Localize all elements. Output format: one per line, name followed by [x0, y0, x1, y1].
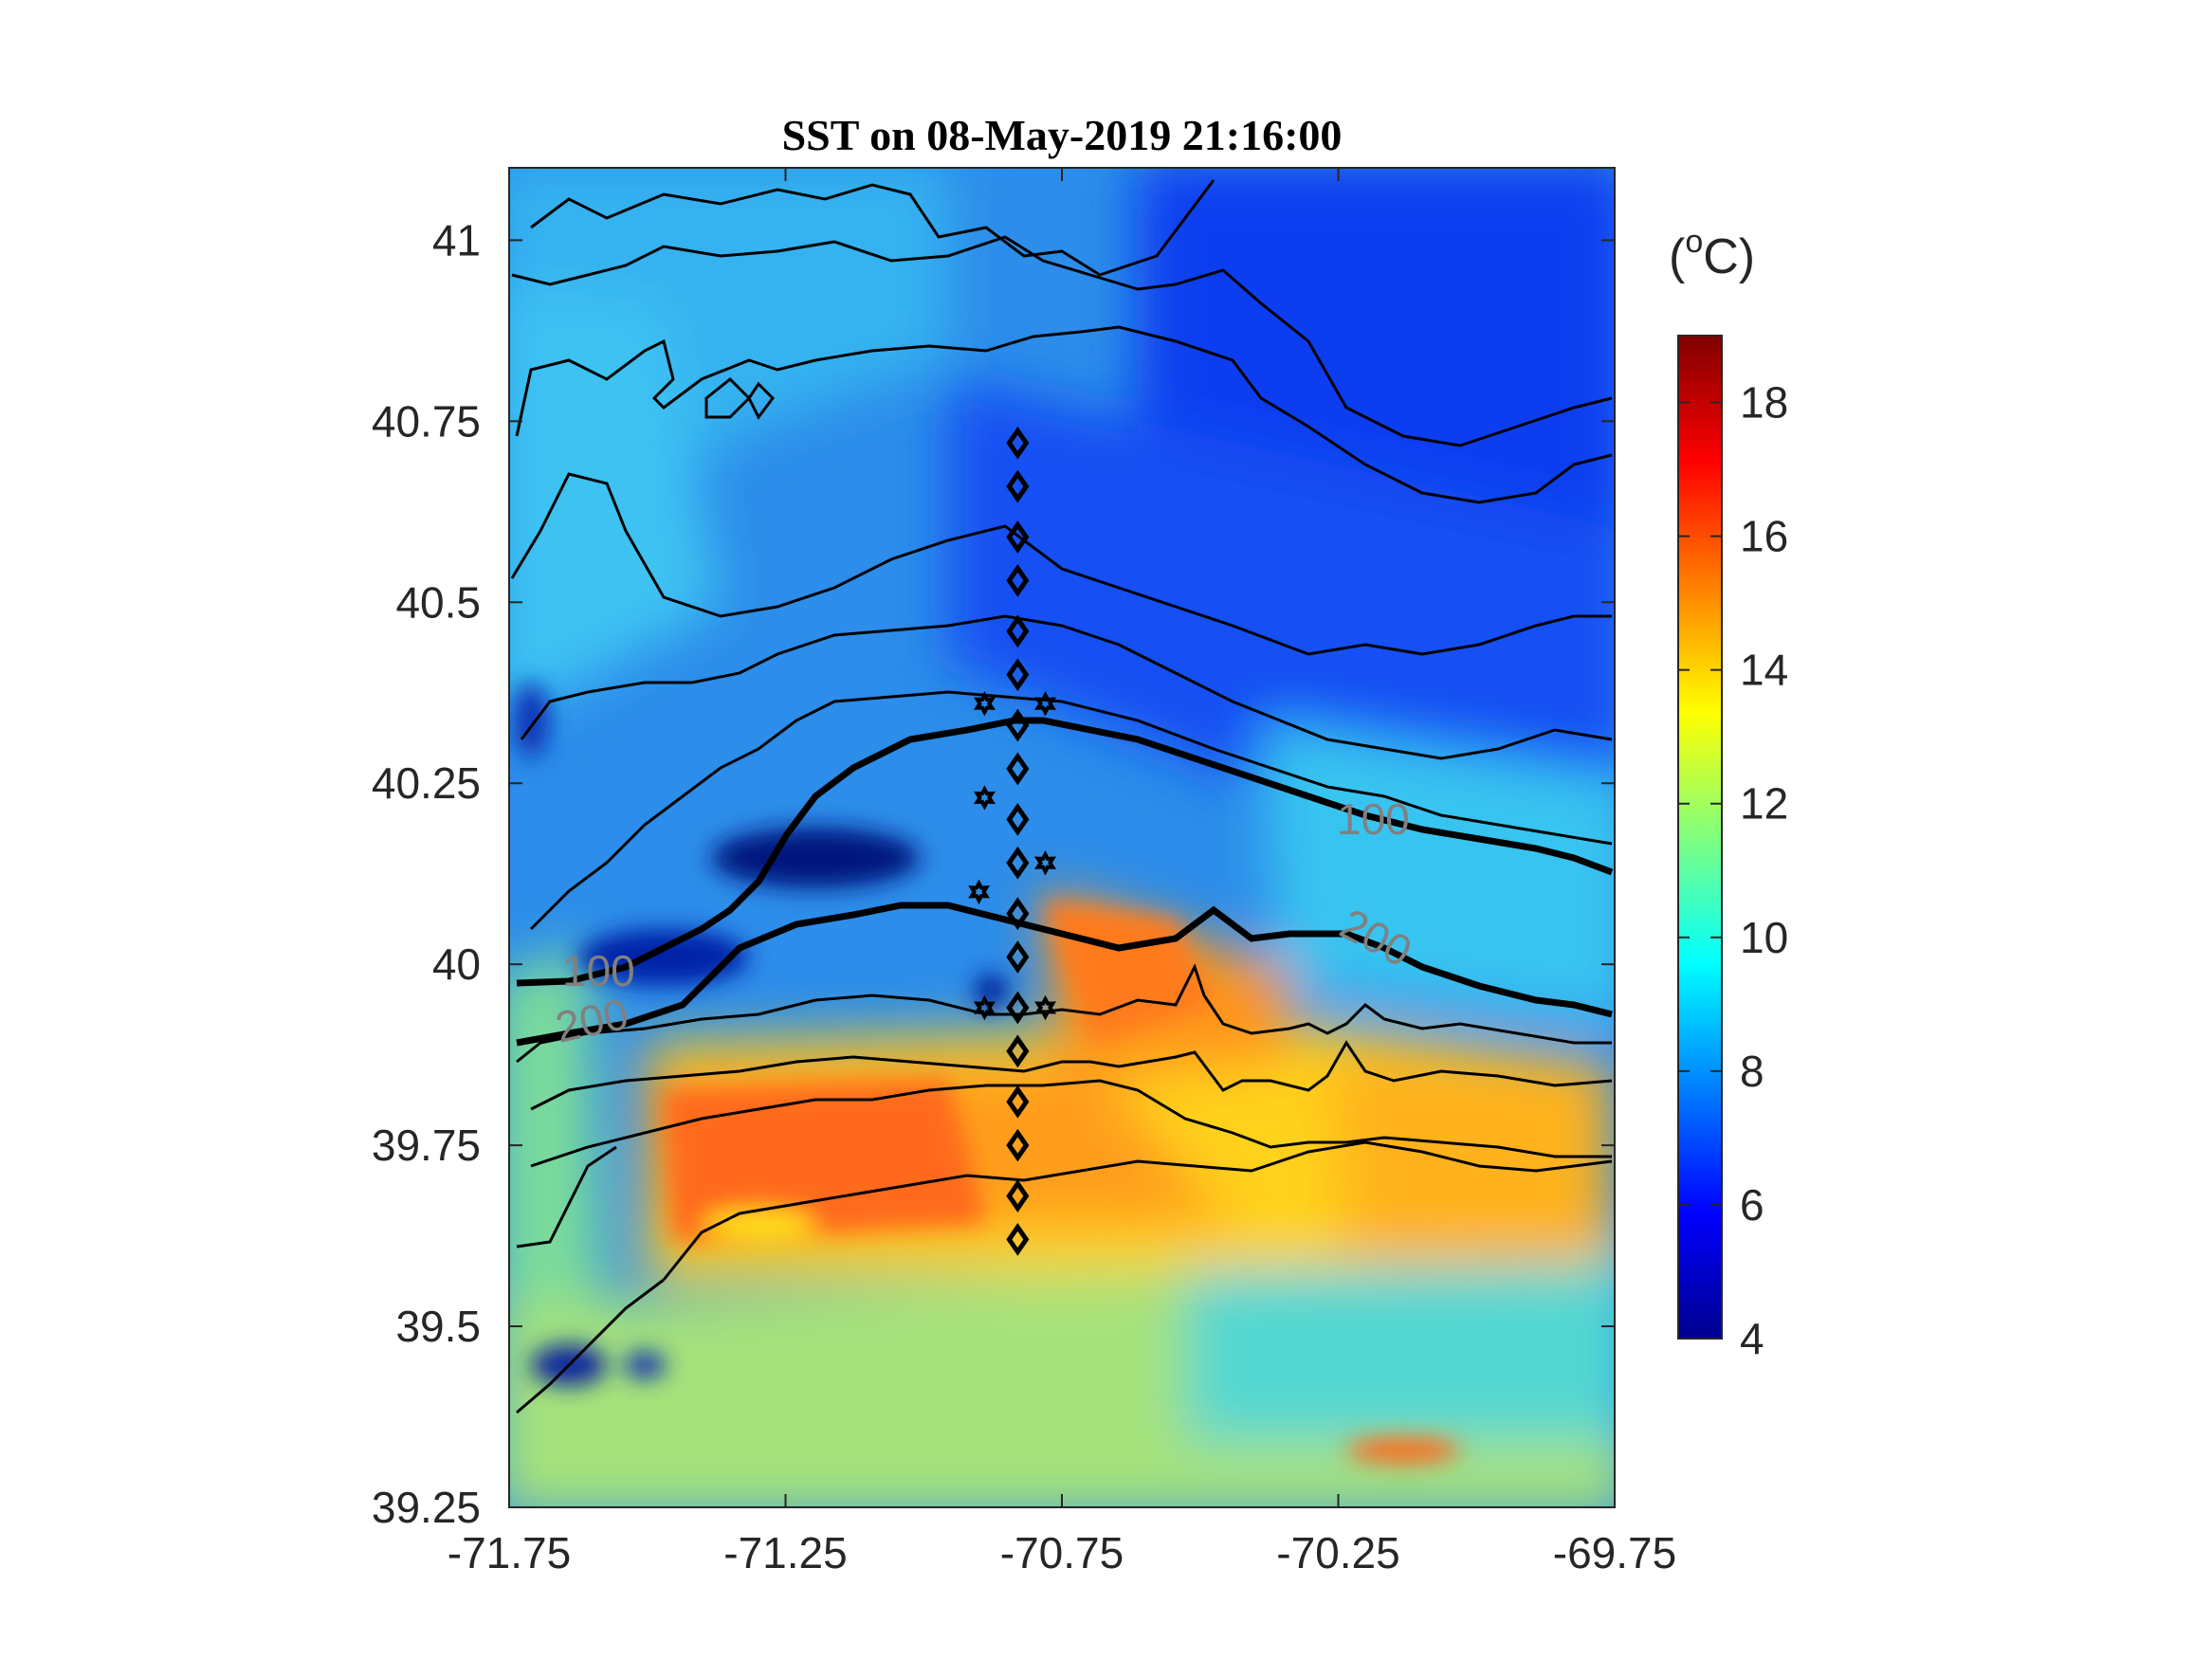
- colorbar-ticks: 18 16 14 12 10 8 6 4: [1678, 378, 1788, 1363]
- y-tick-label: 39.25: [372, 1483, 481, 1532]
- colorbar-tick-label: 18: [1740, 378, 1788, 428]
- colorbar-tick-label: 4: [1740, 1314, 1764, 1363]
- station-diamond: [1006, 846, 1030, 880]
- colorbar-tick-label: 6: [1740, 1180, 1764, 1230]
- colorbar-tick-label: 16: [1740, 512, 1788, 561]
- station-star: [1033, 690, 1056, 717]
- station-diamond: [1006, 520, 1030, 554]
- x-axis-ticks: -71.75 -71.25 -70.75 -70.25 -69.75: [448, 168, 1676, 1577]
- station-diamond: [1006, 1179, 1030, 1212]
- x-tick-label: -70.25: [1276, 1528, 1399, 1577]
- station-diamond: [1006, 1223, 1030, 1256]
- y-tick-label: 41: [432, 215, 481, 264]
- x-tick-label: -71.25: [723, 1528, 847, 1577]
- y-tick-label: 40.75: [372, 396, 481, 446]
- contour-label-100-west: 100: [562, 946, 635, 995]
- station-diamond: [1006, 991, 1030, 1025]
- station-star: [968, 879, 990, 905]
- thin-isobaths: [510, 179, 1613, 1414]
- station-star: [1033, 994, 1056, 1021]
- y-tick-label: 39.75: [372, 1121, 481, 1170]
- station-diamond: [1006, 940, 1030, 974]
- colorbar-tick-label: 10: [1740, 913, 1788, 962]
- plot-axes: -71.75 -71.25 -70.75 -70.25 -69.75 41 40.75 40…: [372, 167, 1676, 1577]
- x-tick-label: -71.75: [448, 1528, 571, 1577]
- sst-heatmap: 100 200 100 200: [509, 168, 1615, 1507]
- y-tick-label: 40: [432, 939, 481, 989]
- station-diamond: [1006, 1128, 1030, 1162]
- station-diamond: [1006, 426, 1030, 460]
- station-diamond: [1006, 752, 1030, 786]
- y-tick-label: 39.5: [395, 1302, 481, 1351]
- x-tick-label: -70.75: [1000, 1528, 1124, 1577]
- station-star: [973, 994, 996, 1021]
- station-diamond: [1006, 614, 1030, 648]
- colorbar-unit: (oC): [1669, 224, 1755, 284]
- y-tick-label: 40.25: [372, 758, 481, 808]
- station-diamond: [1006, 708, 1030, 742]
- station-diamond: [1006, 469, 1030, 503]
- station-diamond: [1006, 1085, 1030, 1119]
- chart-title: SST on 08-May-2019 21:16:00: [782, 111, 1343, 159]
- station-diamond: [1006, 1034, 1030, 1068]
- colorbar-gradient: [1677, 335, 1723, 1340]
- colorbar: (oC) 18 16 14 12 10 8 6 4: [1669, 224, 1788, 1363]
- colorbar-tick-label: 8: [1740, 1047, 1764, 1096]
- station-markers: [968, 426, 1056, 1256]
- x-tick-label: -69.75: [1553, 1528, 1676, 1577]
- station-star: [973, 690, 996, 717]
- station-star: [1033, 849, 1056, 876]
- y-axis-ticks: 41 40.75 40.5 40.25 40 39.75 39.5 39.25: [372, 215, 1615, 1532]
- station-diamond: [1006, 658, 1030, 692]
- station-diamond: [1006, 897, 1030, 931]
- station-diamond: [1006, 803, 1030, 836]
- y-tick-label: 40.5: [395, 577, 481, 627]
- station-star: [973, 785, 996, 811]
- contour-label-100-east: 100: [1337, 794, 1410, 844]
- colorbar-tick-label: 14: [1740, 646, 1788, 695]
- station-diamond: [1006, 563, 1030, 597]
- colorbar-tick-label: 12: [1740, 779, 1788, 829]
